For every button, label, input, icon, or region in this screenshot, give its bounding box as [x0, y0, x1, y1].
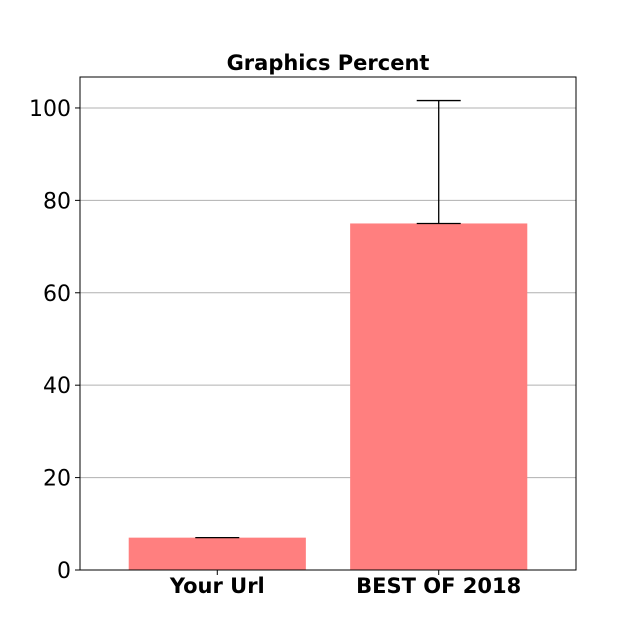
- ytick-label-0: 0: [57, 559, 71, 584]
- axes-frame: [79, 76, 577, 571]
- ytick-label-80: 80: [43, 189, 71, 214]
- ytick-label-60: 60: [43, 282, 71, 307]
- xtick-label-0: Your Url: [169, 574, 265, 598]
- ytick-label-20: 20: [43, 467, 71, 492]
- ytick-label-100: 100: [29, 97, 71, 122]
- chart-title: Graphics Percent: [227, 51, 430, 75]
- ytick-label-40: 40: [43, 374, 71, 399]
- bar-1: [350, 223, 528, 571]
- bar-0: [128, 537, 306, 570]
- plot-area: 0 20 40 60 80 100 Your Url BEST OF 2018: [29, 76, 577, 598]
- xtick-label-1: BEST OF 2018: [356, 574, 521, 598]
